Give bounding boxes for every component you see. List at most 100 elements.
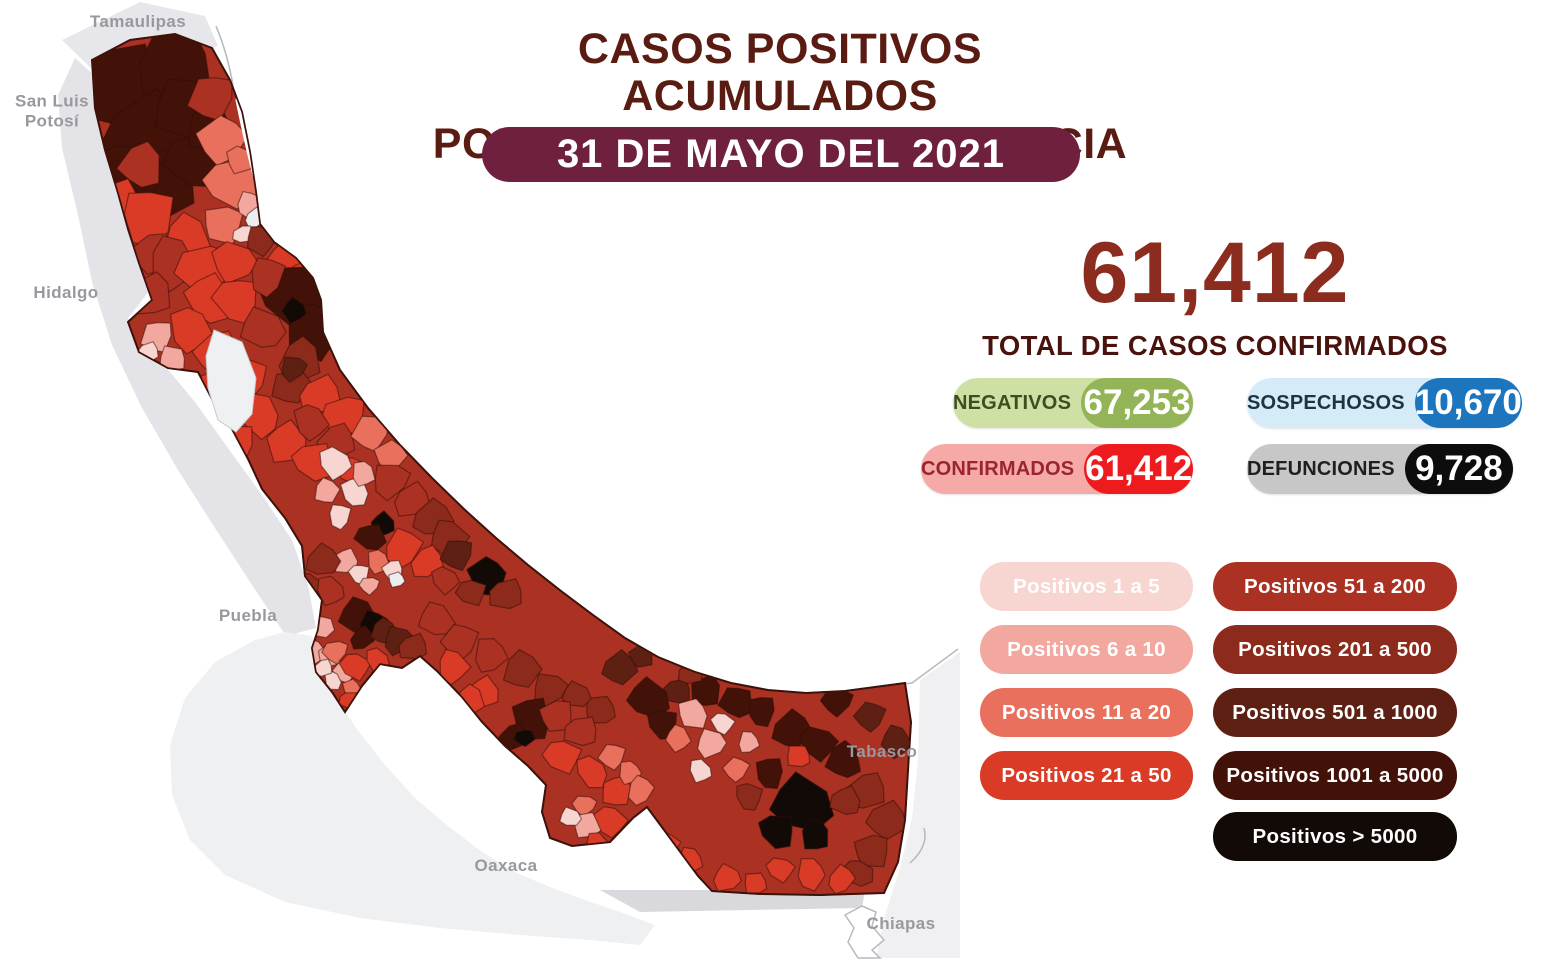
- stat-pill-confirmados: CONFIRMADOS 61,412: [921, 444, 1193, 494]
- municipality-cell: [329, 504, 352, 531]
- municipality-cell: [561, 680, 593, 708]
- municipality-cell: [430, 566, 461, 596]
- stat-pill-defunciones: DEFUNCIONES 9,728: [1247, 444, 1513, 494]
- municipality-cell: [801, 818, 829, 850]
- municipality-cell: [664, 723, 692, 754]
- municipality-cell: [541, 740, 583, 775]
- municipality-cell: [755, 758, 783, 790]
- municipality-cell: [697, 727, 728, 760]
- municipality-cell: [717, 687, 753, 719]
- municipality-cell: [880, 724, 911, 760]
- municipality-cell: [502, 648, 543, 688]
- municipality-cell: [828, 863, 857, 895]
- municipality-cell: [251, 257, 287, 299]
- chiapas-outline: [843, 905, 886, 959]
- stat-label-sospechosos: SOSPECHOSOS: [1247, 391, 1405, 414]
- municipality-cell: [627, 774, 656, 807]
- municipality-cell: [614, 855, 649, 889]
- veracruz-choropleth-map: [58, 2, 960, 959]
- neighbor-state-pocket: [205, 329, 257, 433]
- municipality-cell: [662, 677, 690, 704]
- legend-item-501-1000: Positivos 501 a 1000: [1213, 688, 1457, 737]
- stat-pill-sospechosos: SOSPECHOSOS 10,670: [1247, 378, 1522, 428]
- municipality-cell: [513, 729, 536, 748]
- state-border-line: [909, 827, 926, 864]
- state-label-hidalgo: Hidalgo: [33, 282, 99, 302]
- municipality-cell: [797, 857, 826, 892]
- municipality-cell: [293, 404, 331, 442]
- municipality-cell: [586, 695, 617, 724]
- stat-label-negativos: NEGATIVOS: [953, 391, 1072, 414]
- municipality-cell: [757, 815, 793, 850]
- municipality-cell: [319, 446, 353, 482]
- municipality-cell: [305, 542, 342, 575]
- municipality-cell: [765, 857, 797, 884]
- municipality-cell: [736, 782, 764, 811]
- municipality-cell: [712, 862, 743, 892]
- municipality-cell: [210, 240, 259, 285]
- total-confirmed-caption: TOTAL DE CASOS CONFIRMADOS: [982, 330, 1448, 361]
- municipality-cell: [677, 698, 708, 729]
- legend-item-over-5000: Positivos > 5000: [1213, 812, 1457, 861]
- municipality-cell: [314, 476, 341, 504]
- municipality-cell: [709, 712, 737, 736]
- municipality-cell: [115, 140, 160, 189]
- stat-value-confirmados: 61,412: [1084, 444, 1193, 494]
- municipality-cell: [474, 637, 509, 673]
- legend-item-1-5: Positivos 1 a 5: [980, 562, 1193, 611]
- legend-item-1001-5000: Positivos 1001 a 5000: [1213, 751, 1457, 800]
- municipality-cell: [353, 524, 388, 551]
- municipality-cell: [454, 579, 487, 607]
- state-label-chiapas: Chiapas: [866, 913, 936, 933]
- municipality-cell: [787, 745, 811, 768]
- stat-pill-negativos: NEGATIVOS 67,253: [953, 378, 1193, 428]
- municipality-cell: [841, 860, 874, 888]
- state-label-tabasco: Tabasco: [846, 741, 918, 761]
- page-title-line1: CASOS POSITIVOS ACUMULADOS: [577, 25, 983, 121]
- legend-item-201-500: Positivos 201 a 500: [1213, 625, 1457, 674]
- municipality-cell: [374, 464, 412, 502]
- municipality-cell: [352, 460, 376, 488]
- neighbor-state-shape: [876, 652, 960, 958]
- state-label-oaxaca: Oaxaca: [474, 855, 538, 875]
- municipality-cell: [324, 670, 342, 691]
- municipality-cell: [417, 601, 457, 636]
- municipality-cell: [439, 540, 473, 572]
- municipality-cell: [749, 696, 775, 728]
- municipality-cell: [576, 755, 608, 789]
- legend-item-11-20: Positivos 11 a 20: [980, 688, 1193, 737]
- veracruz-state-outline: [91, 33, 912, 896]
- stat-label-confirmados: CONFIRMADOS: [921, 457, 1075, 480]
- municipality-cell: [853, 834, 888, 868]
- legend-item-6-10: Positivos 6 a 10: [980, 625, 1193, 674]
- municipality-cell: [239, 306, 287, 348]
- stat-value-negativos: 67,253: [1081, 378, 1193, 428]
- municipality-cell: [388, 571, 406, 589]
- municipality-cell: [316, 575, 345, 607]
- municipality-cell: [398, 632, 428, 660]
- municipality-cell: [282, 356, 309, 383]
- municipality-cell: [349, 624, 376, 650]
- municipality-cell: [824, 739, 862, 779]
- legend-item-51-200: Positivos 51 a 200: [1213, 562, 1457, 611]
- municipality-cell: [281, 296, 307, 325]
- municipality-cell: [738, 730, 761, 754]
- municipality-cell: [313, 658, 333, 677]
- stat-value-sospechosos: 10,670: [1414, 378, 1522, 428]
- state-label-san-luis-potosi: San Luis Potosí: [14, 91, 90, 131]
- total-confirmed-value: 61,412: [1080, 225, 1350, 321]
- municipality-cell: [563, 716, 597, 747]
- neighbor-state-shape: [170, 632, 655, 945]
- state-label-tamaulipas: Tamaulipas: [89, 11, 187, 31]
- municipality-cell: [593, 806, 630, 839]
- state-label-puebla: Puebla: [218, 605, 278, 625]
- municipality-cell: [689, 758, 713, 784]
- municipality-cell: [358, 577, 381, 596]
- municipality-cell: [828, 784, 861, 816]
- municipality-cell: [852, 701, 887, 733]
- stat-value-defunciones: 9,728: [1404, 444, 1513, 494]
- municipality-cell: [596, 743, 627, 771]
- municipality-cell: [489, 578, 522, 610]
- municipality-cell: [721, 756, 751, 784]
- state-border-line: [215, 25, 234, 87]
